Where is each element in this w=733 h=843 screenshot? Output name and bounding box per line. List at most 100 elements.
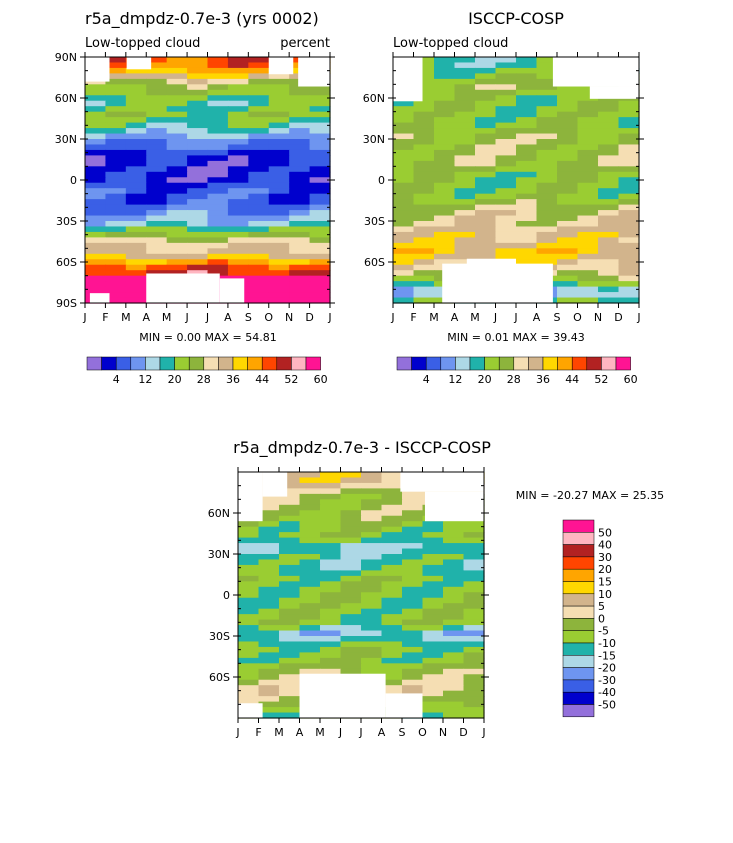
p1-cell (85, 128, 107, 135)
p2-cell (598, 270, 620, 277)
p3-cell (381, 570, 403, 577)
p1-cell (309, 182, 331, 189)
p1-lat-label: 30N (55, 133, 77, 146)
p2-colorbar-swatch (440, 356, 456, 371)
p2-cell (413, 221, 435, 228)
p3-cell (381, 597, 403, 604)
p2-cell (434, 199, 456, 206)
p3-cell (422, 570, 444, 577)
p1-cell (227, 231, 249, 238)
p1-cell (85, 221, 107, 228)
p2-cell (475, 67, 497, 74)
p1-cell (227, 73, 249, 80)
p2-month-label: O (573, 311, 582, 324)
p2-cell (413, 57, 435, 64)
p2-cell (413, 117, 435, 124)
p3-cell (381, 526, 403, 533)
p2-cell (516, 78, 538, 85)
p3-month-label: F (255, 726, 261, 739)
p3-cell (463, 707, 485, 714)
p1-cell (125, 122, 147, 129)
p3-cell (258, 685, 280, 692)
p1-missing-data (268, 57, 294, 75)
p3-cell (299, 570, 321, 577)
p1-cell (187, 253, 209, 260)
p1-cell (187, 188, 209, 195)
p1-cell (105, 275, 127, 282)
panel1-colorbar: 4 12 20 28 36 44 52 60 (86, 356, 328, 386)
p2-cell (413, 155, 435, 162)
p3-cell (422, 685, 444, 692)
p2-cell (577, 117, 599, 124)
p2-lat-label: 0 (378, 174, 385, 187)
p1-cell (227, 253, 249, 260)
p2-cell (495, 149, 517, 156)
p1-cell (289, 253, 311, 260)
p1-cell (85, 149, 107, 156)
p3-cell (258, 625, 280, 632)
p2-cell (393, 188, 415, 195)
p3-cell (381, 537, 403, 544)
p2-cell (598, 231, 620, 238)
p1-cell (166, 67, 188, 74)
p3-cell (279, 472, 301, 479)
p2-cell (413, 106, 435, 113)
p1-cell (105, 117, 127, 124)
p2-cell (495, 237, 517, 244)
p2-cell (577, 155, 599, 162)
p3-cell (381, 625, 403, 632)
p2-cell (536, 111, 558, 118)
p1-cell (309, 226, 331, 233)
p2-cell (454, 188, 476, 195)
p3-cell (381, 646, 403, 653)
p2-cell (454, 84, 476, 91)
p3-cell (238, 636, 260, 643)
p3-cell (340, 586, 362, 593)
p1-lat-label: 60S (56, 256, 77, 269)
p1-cell (85, 106, 107, 113)
p3-cell (340, 482, 362, 489)
p1-cell (268, 78, 290, 85)
p3-cell (463, 690, 485, 697)
p2-colorbar-label: 52 (594, 373, 608, 386)
p1-colorbar-swatch (247, 356, 263, 371)
p3-cell (422, 696, 444, 703)
p3-cell (422, 608, 444, 615)
p3-cell (422, 707, 444, 714)
p3-cell (463, 521, 485, 528)
p1-cell (289, 144, 311, 151)
p1-cell (105, 139, 127, 146)
p2-cell (536, 231, 558, 238)
p2-cell (577, 128, 599, 135)
p1-cell (207, 160, 229, 167)
p1-cell (187, 89, 209, 96)
p3-cell (299, 652, 321, 659)
p3-cell (463, 641, 485, 648)
p3-cell (361, 482, 383, 489)
p2-cell (618, 139, 640, 146)
p3-cell (279, 499, 301, 506)
p3-cell (299, 586, 321, 593)
p2-cell (475, 84, 497, 91)
p3-cell (279, 674, 301, 681)
p3-cell (258, 548, 280, 555)
p3-cell (238, 532, 260, 539)
p1-missing-data (126, 57, 152, 70)
p2-colorbar-swatch (484, 356, 500, 371)
p1-cell (268, 226, 290, 233)
p3-cell (320, 668, 342, 675)
p1-cell (268, 111, 290, 118)
p2-cell (598, 117, 620, 124)
p2-cell (434, 248, 456, 255)
p3-cell (381, 674, 403, 681)
p2-cell (516, 160, 538, 167)
p2-cell (618, 199, 640, 206)
p3-cell (299, 619, 321, 626)
p1-cell (166, 248, 188, 255)
p2-cell (393, 133, 415, 140)
p1-cell (85, 84, 107, 91)
p3-cell (422, 554, 444, 561)
p2-cell (618, 253, 640, 260)
p3-cell (258, 499, 280, 506)
p2-colorbar-label: 20 (478, 373, 492, 386)
